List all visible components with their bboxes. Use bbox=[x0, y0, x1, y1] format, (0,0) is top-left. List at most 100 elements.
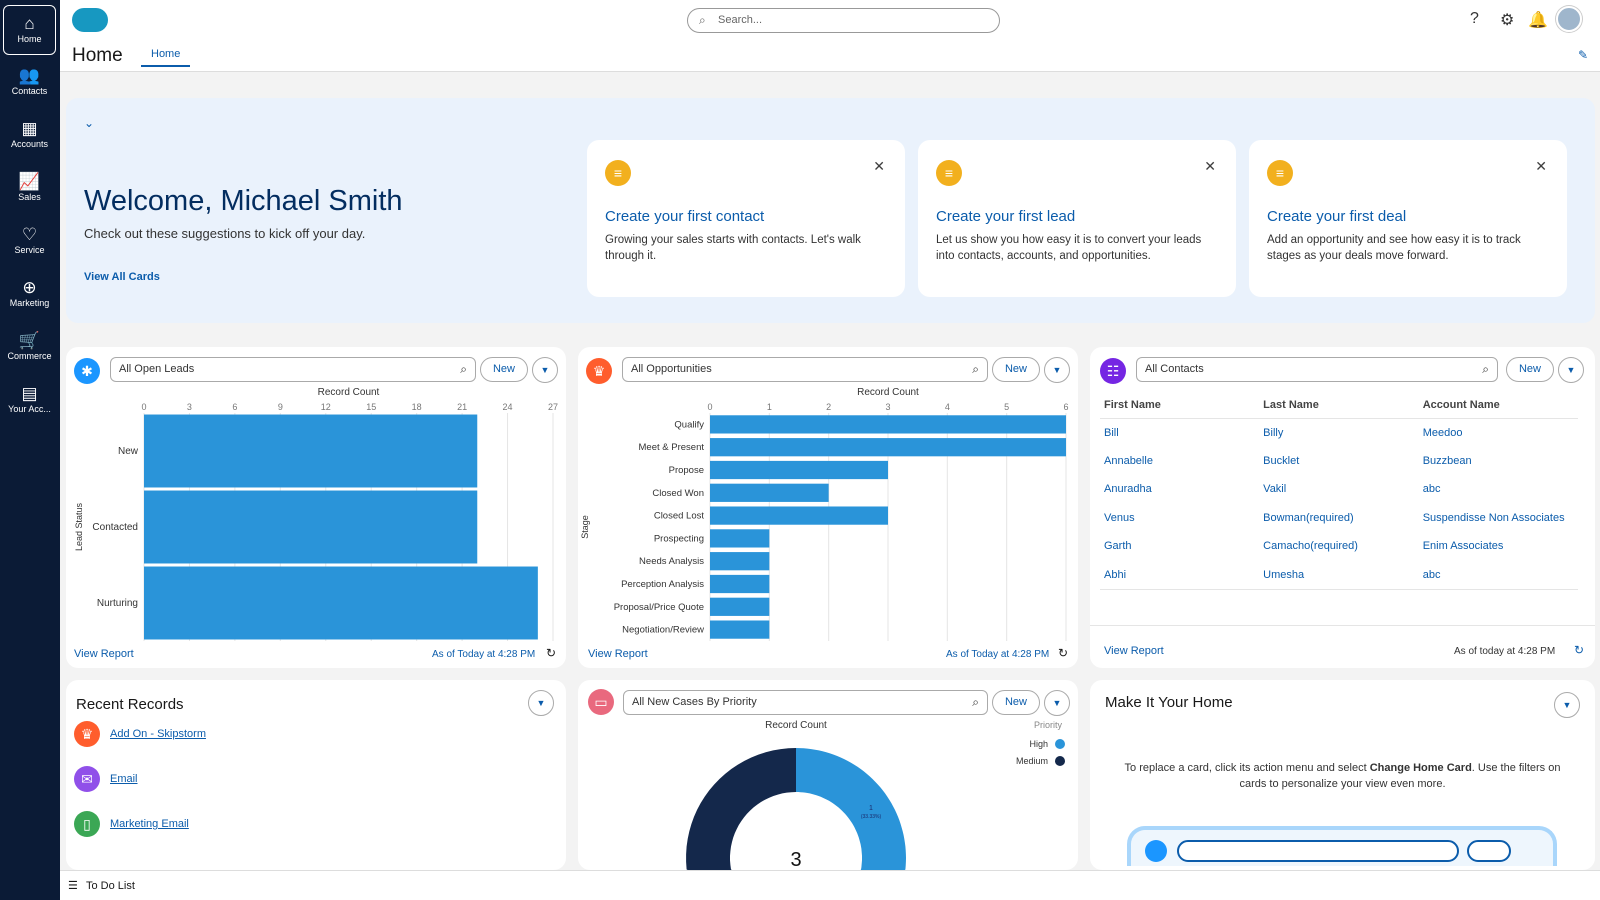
actions-dropdown[interactable]: ▼ bbox=[1044, 690, 1070, 716]
tick-label: 24 bbox=[503, 402, 513, 412]
welcome-subtitle: Check out these suggestions to kick off … bbox=[84, 226, 366, 241]
marketing-icon: ⊕ bbox=[22, 278, 37, 297]
close-icon[interactable]: ✕ bbox=[1535, 158, 1547, 174]
legend-swatch bbox=[1055, 756, 1065, 766]
list-view-select[interactable]: All Open Leads ⌕ bbox=[110, 357, 476, 382]
sidebar-item-commerce[interactable]: 🛒 Commerce bbox=[3, 323, 56, 373]
first-name-link[interactable]: Abhi bbox=[1104, 568, 1127, 581]
view-report-link[interactable]: View Report bbox=[74, 648, 134, 660]
sidebar-item-label: Accounts bbox=[10, 139, 49, 149]
actions-dropdown[interactable]: ▼ bbox=[1558, 357, 1584, 383]
new-lead-button[interactable]: New bbox=[480, 357, 528, 382]
bar-prospecting bbox=[710, 529, 770, 548]
tab-home[interactable]: Home bbox=[141, 48, 191, 67]
sidebar-item-label: Sales bbox=[18, 192, 41, 202]
bar-meet-present bbox=[710, 438, 1066, 457]
first-name-link[interactable]: Garth bbox=[1104, 540, 1132, 553]
account-name-link[interactable]: Meedoo bbox=[1422, 426, 1463, 439]
page-title: Home bbox=[72, 45, 123, 66]
divider bbox=[1090, 625, 1595, 626]
new-contact-button[interactable]: New bbox=[1506, 357, 1554, 382]
todo-list-button[interactable]: To Do List bbox=[86, 880, 135, 892]
actions-dropdown[interactable]: ▼ bbox=[1554, 692, 1580, 718]
edit-page-icon[interactable]: ✎ bbox=[1578, 48, 1589, 62]
bar-proposal-price-quote bbox=[710, 597, 770, 616]
collapse-chevron-icon[interactable]: ⌄ bbox=[84, 116, 95, 130]
actions-dropdown[interactable]: ▼ bbox=[1044, 357, 1070, 383]
view-all-cards-link[interactable]: View All Cards bbox=[84, 271, 160, 283]
sidebar-item-accounts[interactable]: ▦ Accounts bbox=[3, 111, 56, 161]
category-label: Closed Won bbox=[652, 488, 704, 499]
category-label: Prospecting bbox=[654, 533, 704, 544]
close-icon[interactable]: ✕ bbox=[873, 158, 885, 174]
tick-label: 12 bbox=[321, 402, 331, 412]
new-case-button[interactable]: New bbox=[992, 690, 1040, 715]
suggestion-icon: ≡ bbox=[936, 160, 962, 186]
recent-record-link[interactable]: Marketing Email bbox=[110, 818, 189, 830]
actions-dropdown[interactable]: ▼ bbox=[528, 690, 554, 716]
list-view-select[interactable]: All Opportunities ⌕ bbox=[622, 357, 988, 382]
actions-dropdown[interactable]: ▼ bbox=[532, 357, 558, 383]
first-name-link[interactable]: Annabelle bbox=[1104, 454, 1153, 467]
suggestion-text: Growing your sales starts with contacts.… bbox=[605, 234, 861, 262]
recent-record-link[interactable]: Email bbox=[110, 773, 138, 785]
account-name-link[interactable]: abc bbox=[1422, 483, 1441, 496]
search-input[interactable]: ⌕ Search... bbox=[687, 8, 1000, 33]
category-label: Meet & Present bbox=[639, 442, 705, 453]
suggestion-card: ≡ ✕ Create your first contact Growing your … bbox=[587, 140, 905, 297]
last-name-link[interactable]: Bucklet bbox=[1263, 454, 1300, 467]
salesforce-logo[interactable] bbox=[72, 8, 108, 32]
bar-closed-won bbox=[710, 483, 829, 502]
list-view-select[interactable]: All New Cases By Priority ⌕ bbox=[623, 690, 988, 715]
account-name-link[interactable]: Buzzbean bbox=[1422, 454, 1472, 467]
sidebar-item-marketing[interactable]: ⊕ Marketing bbox=[3, 270, 56, 320]
last-name-link[interactable]: Camacho(required) bbox=[1263, 540, 1358, 553]
first-name-link[interactable]: Venus bbox=[1104, 511, 1135, 524]
close-icon[interactable]: ✕ bbox=[1204, 158, 1216, 174]
last-name-link[interactable]: Umesha bbox=[1263, 568, 1305, 581]
sidebar-item-label: Commerce bbox=[7, 351, 52, 361]
sidebar-item-sales[interactable]: 📈 Sales bbox=[3, 164, 56, 214]
sidebar-item-contacts[interactable]: 👥 Contacts bbox=[3, 58, 56, 108]
avatar[interactable] bbox=[1556, 6, 1582, 32]
tick-label: 5 bbox=[1004, 402, 1009, 412]
refresh-icon[interactable]: ↻ bbox=[546, 646, 557, 660]
first-name-link[interactable]: Bill bbox=[1104, 426, 1119, 439]
view-report-link[interactable]: View Report bbox=[1104, 645, 1164, 657]
bell-icon[interactable]: 🔔 bbox=[1528, 12, 1548, 29]
last-name-link[interactable]: Bowman(required) bbox=[1263, 511, 1354, 524]
suggestion-title[interactable]: Create your first lead bbox=[936, 208, 1076, 225]
recent-records-card: Recent Records ▼ ♛ Add On - Skipstorm ✉ Ema… bbox=[66, 680, 566, 870]
gear-icon[interactable]: ⚙ bbox=[1500, 12, 1515, 29]
refresh-icon[interactable]: ↻ bbox=[1574, 643, 1585, 657]
tick-label: 6 bbox=[232, 402, 237, 412]
illustration bbox=[1127, 826, 1557, 866]
sidebar-item-home[interactable]: ⌂ Home bbox=[3, 5, 56, 55]
last-name-link[interactable]: Vakil bbox=[1263, 483, 1287, 496]
suggestion-title[interactable]: Create your first deal bbox=[1267, 208, 1407, 225]
suggestion-title[interactable]: Create your first contact bbox=[605, 208, 765, 225]
sidebar-item-service[interactable]: ♡ Service bbox=[3, 217, 56, 267]
refresh-icon[interactable]: ↻ bbox=[1058, 646, 1069, 660]
last-name-link[interactable]: Billy bbox=[1263, 426, 1284, 439]
slice-high bbox=[796, 748, 906, 870]
category-label: Perception Analysis bbox=[621, 579, 704, 590]
sidebar-item-youracc[interactable]: ▤ Your Acc... bbox=[3, 376, 56, 426]
case-icon: ▭ bbox=[588, 689, 614, 715]
help-icon[interactable]: ? bbox=[1470, 10, 1479, 27]
new-opportunity-button[interactable]: New bbox=[992, 357, 1040, 382]
search-icon: ⌕ bbox=[699, 13, 706, 27]
table-row: Garth Camacho(required) Enim Associates bbox=[1100, 532, 1578, 561]
first-name-link[interactable]: Anuradha bbox=[1104, 483, 1152, 496]
recent-record-link[interactable]: Add On - Skipstorm bbox=[110, 728, 206, 740]
slice-medium bbox=[686, 748, 892, 870]
sidebar: ⌂ Home 👥 Contacts ▦ Accounts 📈 Sales ♡ Service ⊕ Ma… bbox=[0, 0, 60, 900]
category-label: Qualify bbox=[674, 419, 704, 430]
tick-label: 3 bbox=[187, 402, 192, 412]
category-label: Negotiation/Review bbox=[622, 625, 704, 636]
account-name-link[interactable]: Suspendisse Non Associates bbox=[1422, 511, 1565, 524]
list-view-select[interactable]: All Contacts ⌕ bbox=[1136, 357, 1498, 382]
account-name-link[interactable]: Enim Associates bbox=[1422, 540, 1504, 553]
account-name-link[interactable]: abc bbox=[1422, 568, 1441, 581]
view-report-link[interactable]: View Report bbox=[588, 648, 648, 660]
